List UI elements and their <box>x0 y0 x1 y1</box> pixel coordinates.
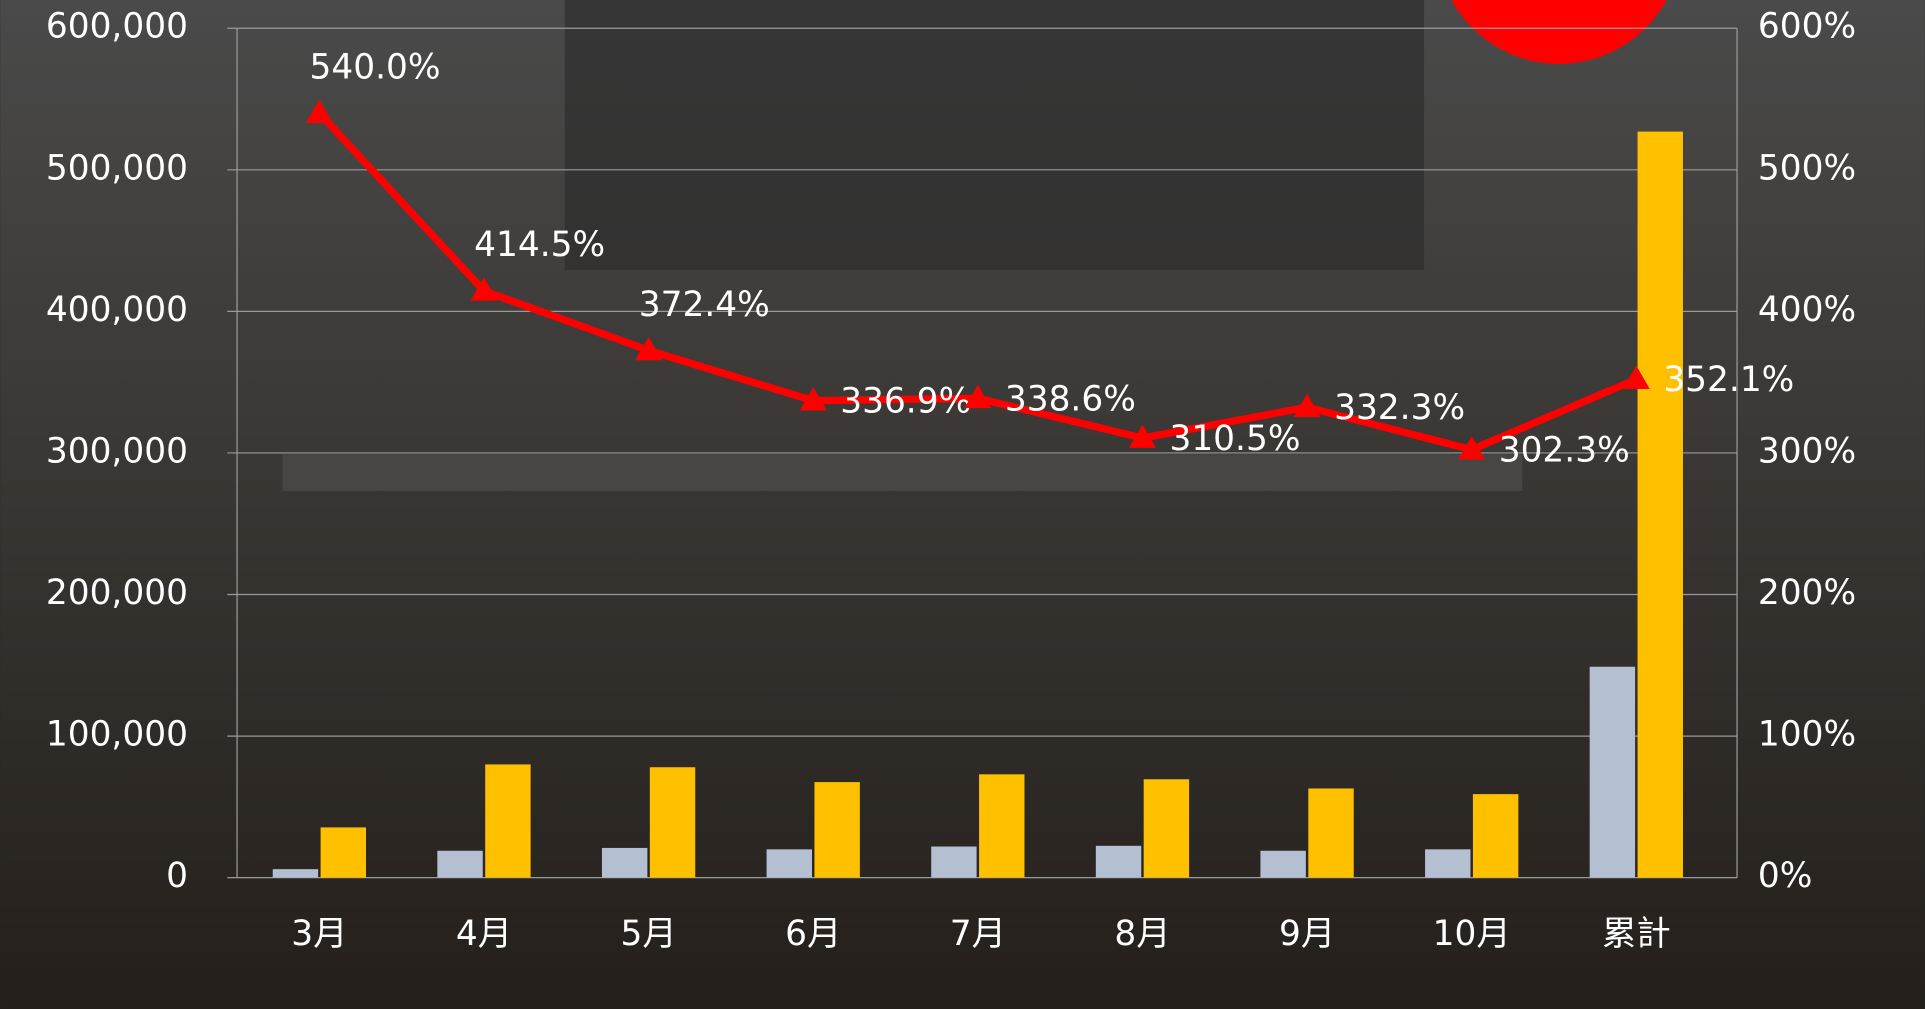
line-marker <box>1128 424 1156 448</box>
y-tick-label: 500,000 <box>46 148 188 188</box>
line-marker <box>964 384 992 409</box>
x-tick-label: 3月 <box>291 914 347 954</box>
data-label: 336.9% <box>840 382 971 422</box>
data-label: 338.6% <box>1005 379 1136 419</box>
x-tick-label: 累計 <box>1602 914 1671 954</box>
y2-tick-label: 500% <box>1758 148 1856 188</box>
bar <box>1308 788 1354 878</box>
red-circle <box>1451 0 1667 64</box>
y-tick-label: 200,000 <box>46 573 188 613</box>
x-tick-label: 6月 <box>785 914 841 954</box>
data-label: 302.3% <box>1499 431 1630 471</box>
data-label: 310.5% <box>1169 419 1300 459</box>
bar <box>1143 779 1190 878</box>
bar <box>1425 849 1471 878</box>
y-tick-label: 0 <box>166 856 188 896</box>
x-tick-label: 4月 <box>456 914 512 954</box>
data-label: 352.1% <box>1663 360 1794 400</box>
y-tick-label: 300,000 <box>46 431 188 471</box>
line-marker <box>635 336 663 361</box>
bar <box>272 869 319 878</box>
y2-tick-label: 0% <box>1758 856 1813 896</box>
bar <box>1260 850 1306 878</box>
bar <box>320 827 367 878</box>
line-marker <box>799 387 827 411</box>
y-tick-label: 600,000 <box>46 7 188 47</box>
y-tick-label: 100,000 <box>46 715 188 755</box>
line-marker <box>1458 436 1486 460</box>
background-building <box>564 0 1425 271</box>
data-label: 414.5% <box>474 225 605 265</box>
y2-tick-label: 300% <box>1758 431 1856 471</box>
y2-tick-label: 200% <box>1758 573 1856 613</box>
background-balcony <box>282 454 1523 491</box>
bar <box>814 782 860 878</box>
line-marker <box>1622 365 1650 390</box>
y2-tick-label: 400% <box>1758 290 1856 330</box>
bar <box>1472 794 1519 878</box>
data-label: 332.3% <box>1334 388 1465 428</box>
line-marker <box>470 277 498 301</box>
x-tick-label: 9月 <box>1279 914 1335 954</box>
y2-tick-label: 600% <box>1758 7 1856 47</box>
bar <box>649 767 696 878</box>
x-tick-label: 10月 <box>1433 914 1511 954</box>
y2-tick-label: 100% <box>1758 715 1856 755</box>
bar <box>931 846 977 878</box>
bar <box>979 774 1025 878</box>
x-tick-label: 8月 <box>1114 914 1170 954</box>
bar <box>601 847 648 878</box>
bar <box>437 850 483 878</box>
bar <box>766 849 812 878</box>
x-tick-label: 5月 <box>620 914 676 954</box>
bar <box>1095 845 1142 878</box>
line-marker <box>305 99 333 123</box>
y-tick-label: 400,000 <box>46 290 188 330</box>
line-marker <box>1293 393 1321 418</box>
data-label: 540.0% <box>310 47 441 87</box>
bar <box>1637 131 1683 878</box>
bar <box>485 764 531 878</box>
x-tick-label: 7月 <box>950 914 1006 954</box>
bar <box>1589 666 1636 878</box>
data-label: 372.4% <box>639 285 770 325</box>
